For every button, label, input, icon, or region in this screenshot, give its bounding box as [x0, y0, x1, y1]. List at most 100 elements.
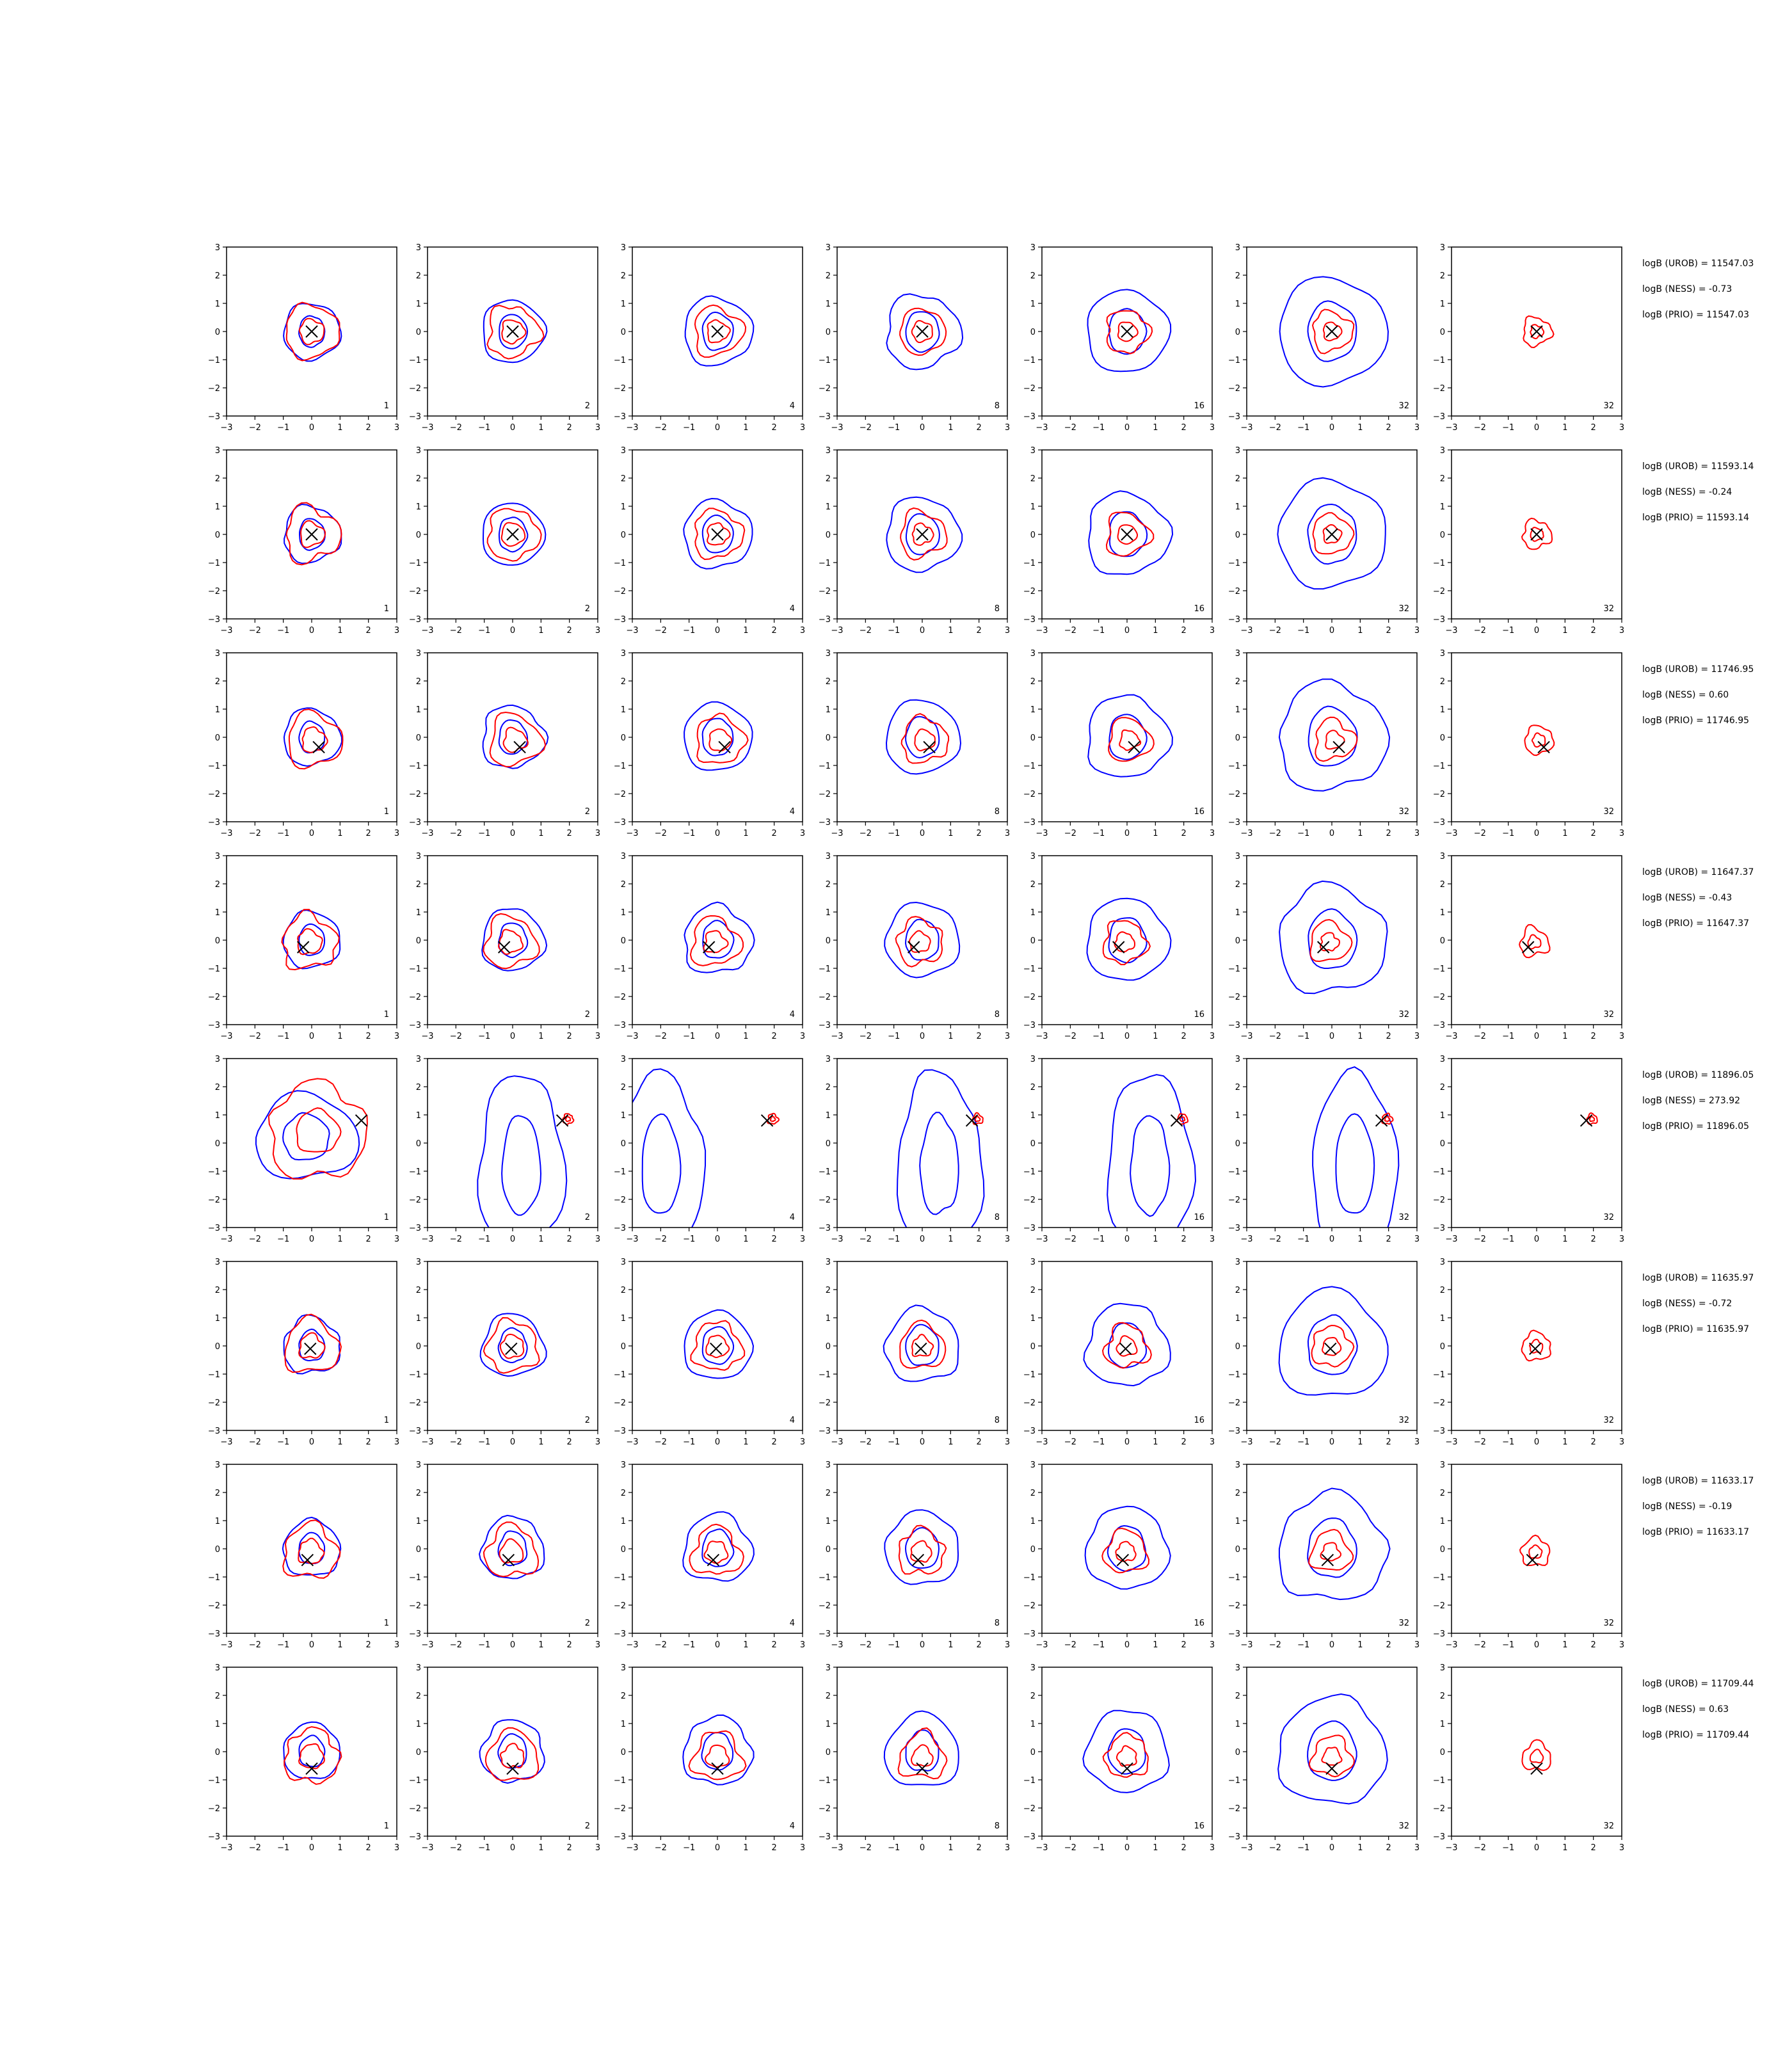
y-tick-label: 1: [621, 1111, 626, 1121]
x-tick-label: 2: [1181, 1843, 1187, 1853]
true-value-marker: [497, 941, 511, 954]
x-tick-label: 1: [1357, 626, 1363, 636]
blue-contour-inner: [701, 514, 734, 554]
true-value-marker: [1316, 941, 1330, 954]
x-tick-label: 1: [948, 1437, 953, 1447]
x-tick-label: −2: [860, 1235, 872, 1244]
x-tick-label: 2: [977, 1235, 982, 1244]
x-tick-label: −1: [683, 1437, 695, 1447]
y-tick-label: 0: [826, 1139, 831, 1149]
y-tick-label: −1: [409, 1167, 421, 1177]
red-contour-inner: [1319, 932, 1341, 952]
red-contour-outer: [688, 1730, 747, 1780]
x-tick-label: −2: [249, 423, 261, 433]
x-tick-label: 3: [394, 626, 399, 636]
x-tick-label: −2: [860, 423, 872, 433]
y-tick-label: −3: [409, 1224, 421, 1233]
x-tick-label: 3: [800, 1032, 805, 1041]
x-tick-label: −3: [220, 1843, 232, 1853]
x-tick-label: 0: [920, 829, 925, 838]
y-tick-label: 3: [621, 243, 626, 253]
logb-annotation: logB (UROB) = 11746.95: [1642, 664, 1754, 675]
x-tick-label: 0: [309, 423, 314, 433]
x-tick-label: −1: [277, 626, 289, 636]
plot-area: [684, 1309, 755, 1379]
y-tick-label: −3: [1023, 615, 1036, 625]
panel-corner-label: 16: [1194, 1213, 1204, 1222]
blue-contour-inner: [1107, 1524, 1147, 1572]
panel-corner-label: 1: [384, 604, 389, 614]
y-tick-label: 3: [1030, 1055, 1036, 1064]
y-tick-label: 0: [1235, 1139, 1240, 1149]
y-tick-label: 2: [621, 677, 626, 687]
red-contour-inner: [707, 319, 731, 344]
x-tick-label: 2: [1591, 1235, 1596, 1244]
logb-annotation: logB (UROB) = 11633.17: [1642, 1476, 1754, 1486]
y-tick-label: 3: [1440, 1258, 1445, 1267]
y-tick-label: 0: [215, 531, 220, 540]
blue-contour-inner: [701, 1732, 734, 1771]
y-tick-label: −3: [1228, 1832, 1240, 1842]
y-tick-label: 3: [1440, 243, 1445, 253]
x-tick-label: 2: [1386, 626, 1391, 636]
blue-contour-inner: [905, 1324, 940, 1366]
panel-corner-label: 16: [1194, 604, 1204, 614]
x-tick-label: 0: [1329, 1032, 1334, 1041]
x-tick-label: 2: [1386, 1235, 1391, 1244]
y-tick-label: −3: [1433, 818, 1445, 828]
blue-contour-inner: [497, 1327, 528, 1364]
y-tick-label: 1: [1440, 1517, 1445, 1526]
x-tick-label: 0: [1534, 1843, 1539, 1853]
plot-area: [479, 1313, 547, 1377]
y-tick-label: 2: [621, 1083, 626, 1092]
plot-area: [1277, 1693, 1388, 1805]
y-tick-label: 3: [1440, 1055, 1445, 1064]
x-tick-label: −2: [655, 1437, 667, 1447]
panel: −3 −2 −1 0 1 2 3 −3 −2 −1 0 1 2 3 1: [208, 852, 399, 1041]
red-contour-outer: [1521, 1329, 1551, 1362]
logb-annotation: logB (NESS) = 273.92: [1642, 1096, 1740, 1106]
y-tick-label: −3: [1228, 615, 1240, 625]
x-tick-label: −3: [220, 423, 232, 433]
y-tick-label: 0: [1235, 936, 1240, 946]
true-value-marker: [1537, 740, 1550, 754]
red-contour-outer: [1105, 511, 1155, 557]
y-tick-label: 0: [215, 328, 220, 337]
y-tick-label: 3: [826, 649, 831, 659]
y-tick-label: 1: [1235, 908, 1240, 918]
y-tick-label: −3: [208, 818, 220, 828]
x-tick-label: −2: [249, 1032, 261, 1041]
blue-contour-outer: [1278, 1487, 1391, 1601]
y-tick-label: 1: [1440, 502, 1445, 512]
y-tick-label: 3: [215, 1258, 220, 1267]
x-tick-label: 0: [1534, 1640, 1539, 1650]
plot-area: [281, 909, 341, 971]
x-tick-label: −2: [1474, 1437, 1486, 1447]
y-tick-label: 3: [215, 1663, 220, 1673]
plot-area: [1278, 1286, 1389, 1396]
y-tick-label: 3: [1440, 852, 1445, 861]
x-tick-label: −3: [831, 423, 843, 433]
x-tick-label: 2: [567, 423, 572, 433]
red-contour-outer: [1101, 1527, 1150, 1574]
x-tick-label: 2: [1386, 1437, 1391, 1447]
y-tick-label: −3: [819, 412, 831, 422]
x-tick-label: −1: [1297, 423, 1309, 433]
red-contour-inner: [499, 1333, 525, 1359]
x-tick-label: −2: [1474, 1235, 1486, 1244]
x-tick-label: −1: [683, 1843, 695, 1853]
true-value-marker: [1325, 325, 1338, 338]
logb-annotation: logB (NESS) = -0.43: [1642, 893, 1732, 903]
x-tick-label: −1: [1297, 1032, 1309, 1041]
x-tick-label: 3: [595, 829, 600, 838]
x-tick-label: 3: [1210, 1235, 1215, 1244]
y-tick-label: 1: [621, 502, 626, 512]
plot-area: [283, 1313, 342, 1375]
panel: −3 −2 −1 0 1 2 3 −3 −2 −1 0 1 2 3 8: [819, 649, 1010, 838]
y-tick-label: 3: [1235, 852, 1240, 861]
plot-area: [886, 496, 963, 573]
plot-area: [1580, 1112, 1598, 1127]
y-tick-label: 1: [826, 502, 831, 512]
y-tick-label: −1: [1228, 1370, 1240, 1380]
x-tick-label: 1: [1562, 1843, 1567, 1853]
